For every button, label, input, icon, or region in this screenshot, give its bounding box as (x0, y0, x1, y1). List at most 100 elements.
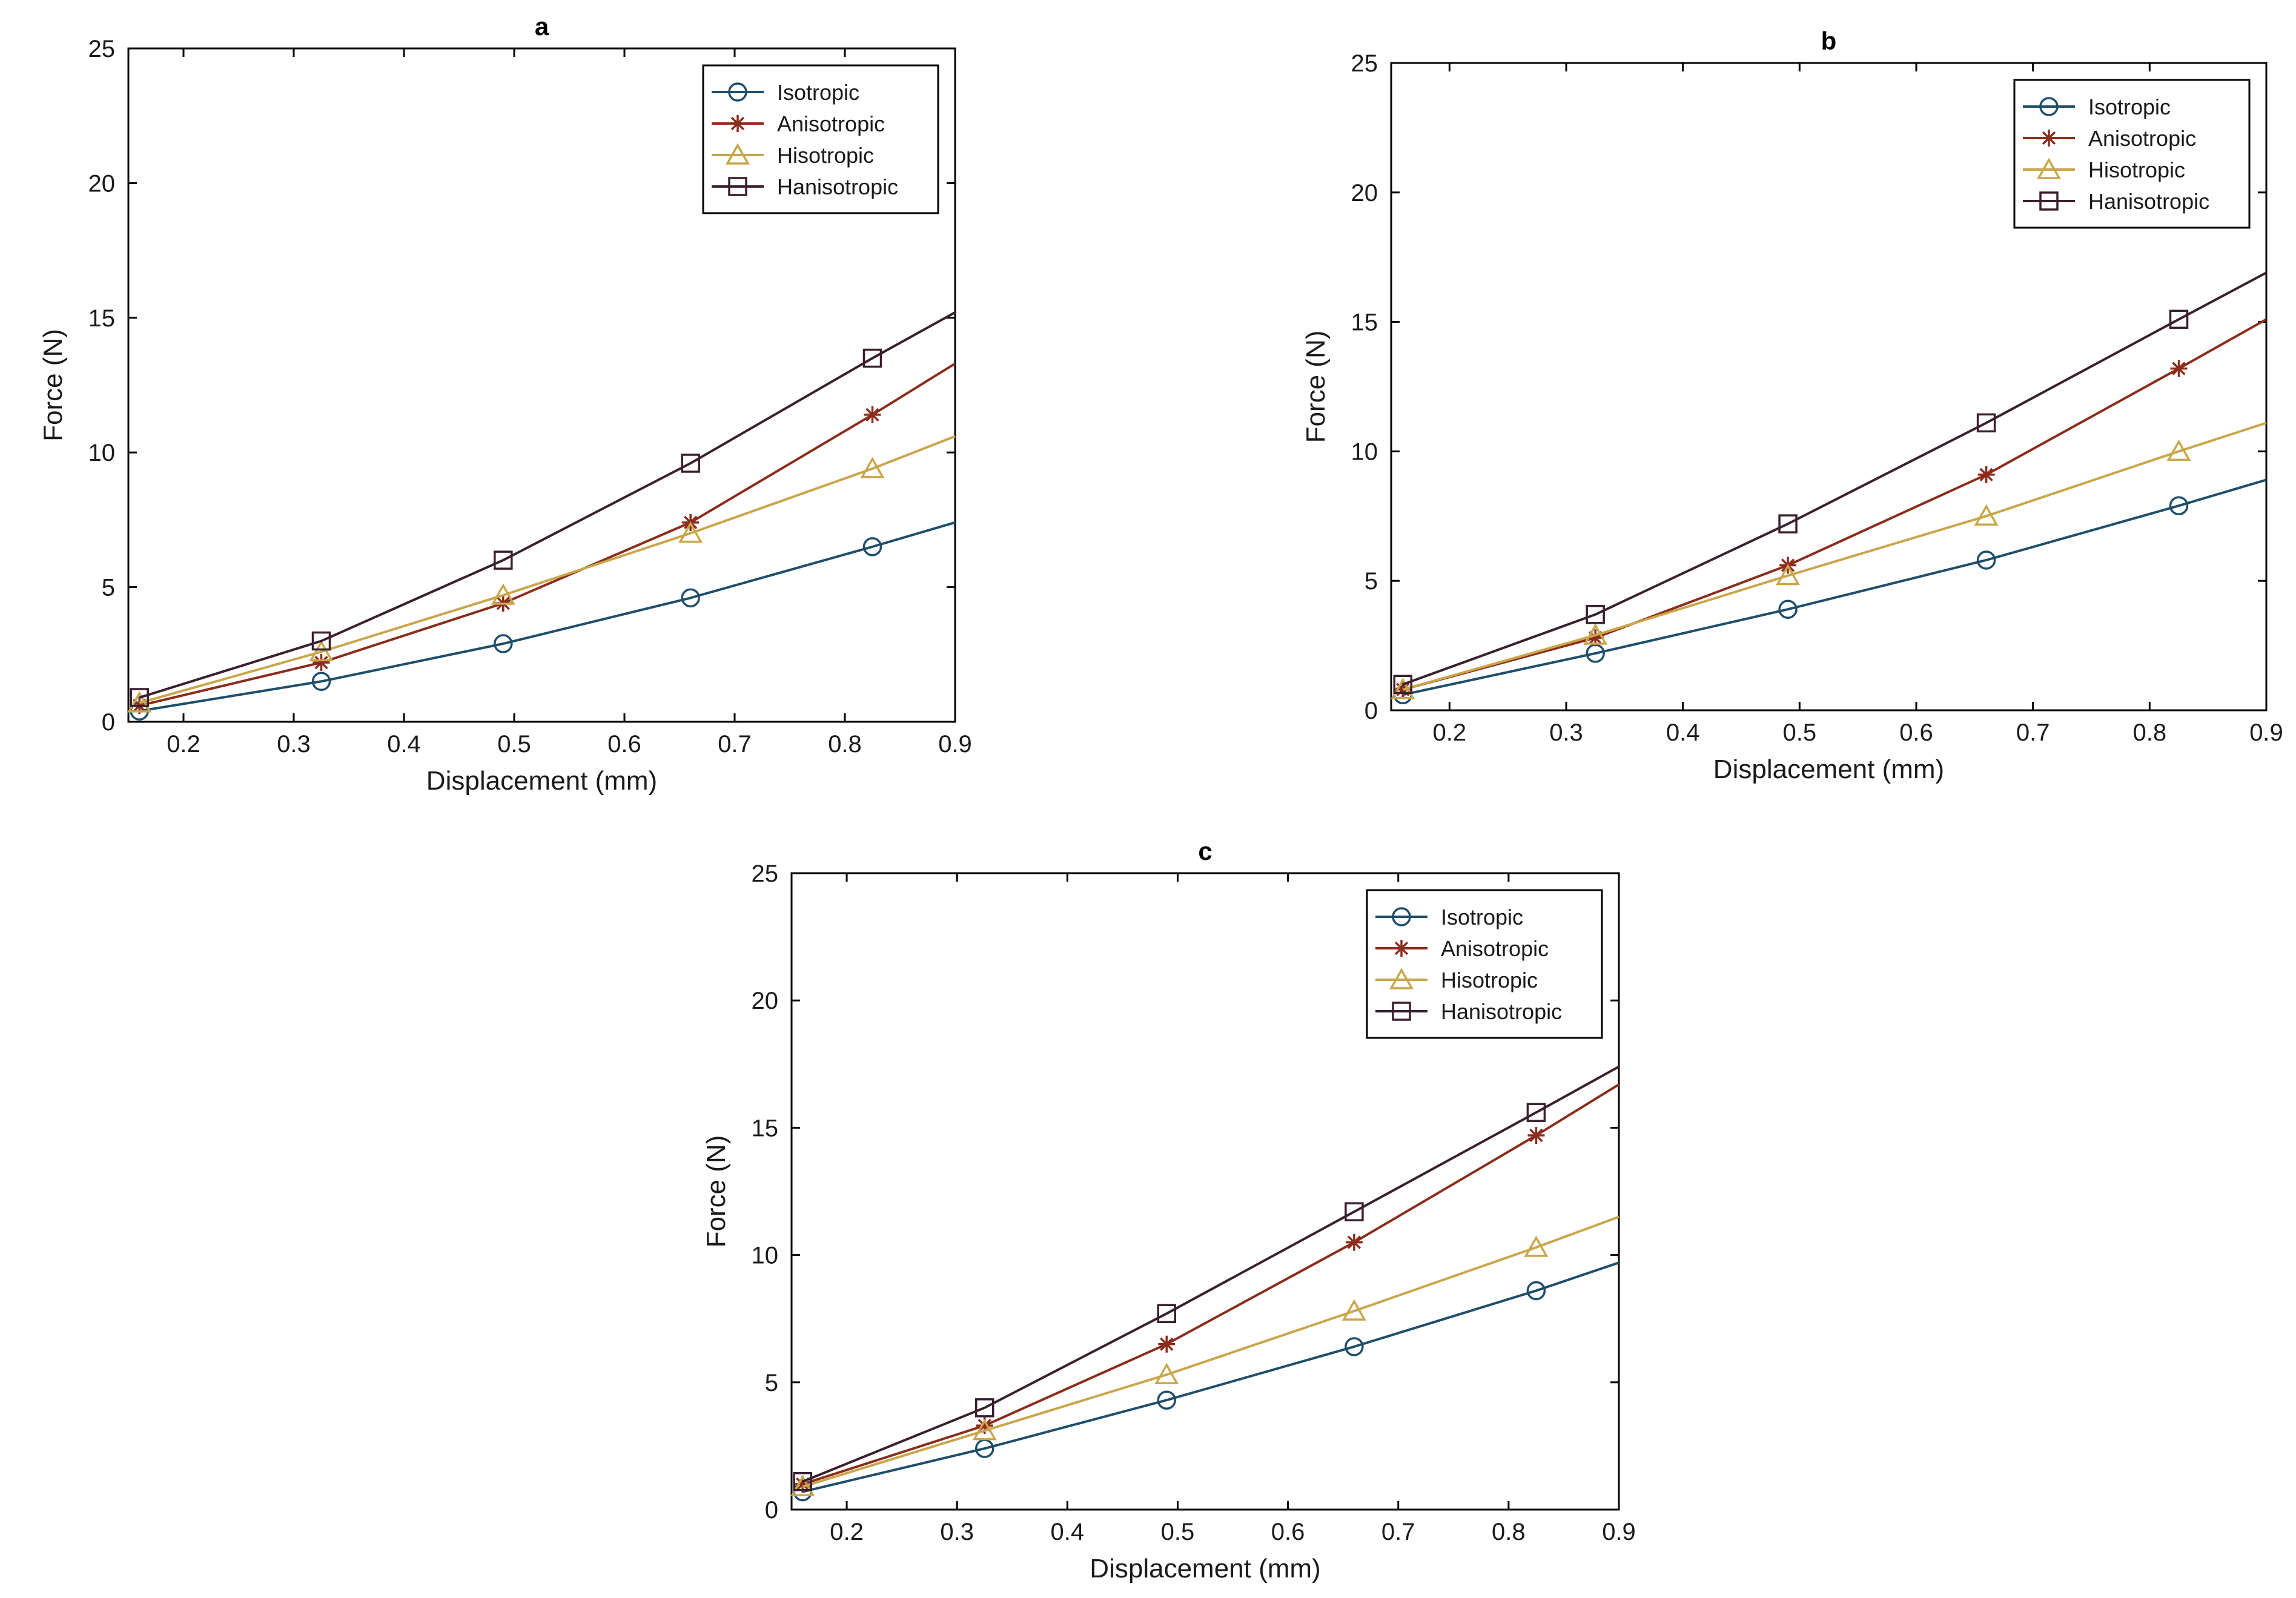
x-tick-label: 0.7 (1381, 1519, 1415, 1545)
legend: Isotropic Anisotropic Hisotropic Hanisotrop… (1366, 889, 1603, 1039)
data-point-anisotropic (1587, 629, 1604, 647)
y-tick-label: 15 (752, 1115, 779, 1141)
data-point-hanisotropic (681, 454, 700, 473)
legend-label: Isotropic (2088, 94, 2171, 119)
chart-title: a (535, 12, 549, 41)
y-tick-label: 15 (88, 305, 116, 332)
x-tick-label: 0.4 (1051, 1519, 1085, 1545)
legend-label: Anisotropic (1441, 936, 1549, 961)
data-point-hanisotropic (2169, 309, 2189, 329)
data-point-hanisotropic (1157, 1304, 1177, 1324)
x-tick-label: 0.4 (1666, 719, 1700, 746)
series-line-hanisotropic (802, 1065, 1619, 1483)
data-point-hisotropic (491, 583, 515, 605)
data-point-anisotropic (313, 654, 330, 672)
legend-label: Hisotropic (777, 143, 874, 168)
y-tick-label: 0 (102, 709, 115, 736)
y-tick-label: 5 (765, 1370, 778, 1396)
data-point-isotropic (1345, 1337, 1364, 1356)
data-point-hanisotropic (494, 550, 513, 570)
legend-label: Hanisotropic (777, 174, 898, 199)
data-point-isotropic (1157, 1390, 1177, 1410)
legend-label: Isotropic (777, 80, 859, 105)
data-point-hanisotropic (1393, 675, 1413, 694)
legend-asterisk-icon (1393, 940, 1410, 957)
chart-panel-b: b 0.2 0.3 0.4 0.5 0.6 0.7 0.8 0.9 0 5 10 15 20 25 Displ… (1301, 27, 2283, 784)
x-tick-label: 0.7 (2016, 719, 2050, 746)
legend-triangle-icon (2036, 157, 2062, 179)
x-tick-label: 0.5 (1161, 1519, 1195, 1545)
y-tick-label: 5 (102, 575, 115, 601)
chart-title: b (1821, 27, 1837, 55)
x-tick-label: 0.9 (938, 731, 972, 758)
y-tick-label: 15 (1351, 309, 1378, 336)
y-tick-label: 20 (88, 170, 116, 197)
legend-label: Hisotropic (2088, 157, 2185, 182)
x-tick-label: 0.2 (830, 1519, 864, 1545)
legend-square-icon (2039, 191, 2059, 211)
series-line-anisotropic (1402, 318, 2267, 691)
series-line-anisotropic (802, 1083, 1620, 1485)
data-point-hisotropic (127, 691, 152, 713)
series-line-isotropic (139, 521, 956, 713)
y-axis-label: Force (N) (1301, 331, 1331, 443)
data-point-hisotropic (1342, 1299, 1366, 1321)
data-point-anisotropic (976, 1417, 993, 1435)
legend-box (2013, 79, 2251, 229)
data-point-hisotropic (1974, 504, 1999, 526)
series-line-hisotropic (139, 435, 956, 704)
data-point-anisotropic (1527, 1127, 1545, 1144)
legend-box (1366, 889, 1603, 1039)
x-tick-label: 0.7 (718, 731, 752, 758)
series-line-hanisotropic (1402, 271, 2267, 686)
x-axis-label: Displacement (mm) (1090, 1554, 1320, 1583)
series-line-hisotropic (1402, 421, 2267, 691)
y-tick-label: 0 (765, 1497, 778, 1524)
legend-label: Hisotropic (1441, 968, 1538, 992)
series-line-hanisotropic (139, 311, 956, 699)
data-point-isotropic (1976, 550, 1996, 570)
y-axis-label: Force (N) (701, 1135, 731, 1248)
data-point-hanisotropic (1778, 514, 1798, 533)
series-line-isotropic (1402, 478, 2267, 696)
legend-label: Hanisotropic (1441, 999, 1562, 1024)
legend-square-icon (1392, 1002, 1411, 1021)
data-point-anisotropic (2170, 360, 2188, 377)
data-point-hanisotropic (1345, 1202, 1364, 1221)
y-tick-label: 20 (1351, 180, 1378, 206)
x-tick-label: 0.4 (387, 731, 421, 758)
data-point-hanisotropic (130, 688, 149, 707)
y-tick-label: 25 (88, 36, 116, 62)
legend-label: Hanisotropic (2088, 189, 2209, 214)
legend-circle-icon (728, 82, 747, 102)
data-point-hisotropic (1391, 678, 1415, 699)
y-axis-label: Force (N) (38, 329, 68, 441)
series-line-anisotropic (139, 362, 956, 707)
legend-square-icon (728, 177, 747, 196)
data-point-anisotropic (864, 406, 881, 423)
x-tick-label: 0.6 (607, 731, 641, 758)
x-tick-label: 0.3 (1549, 719, 1583, 746)
legend-label: Anisotropic (2088, 126, 2196, 151)
legend-circle-icon (2039, 97, 2059, 116)
data-point-hisotropic (309, 639, 334, 662)
data-point-hanisotropic (1586, 605, 1605, 624)
data-point-isotropic (311, 672, 331, 692)
y-tick-label: 10 (88, 440, 116, 466)
data-point-hisotropic (1776, 564, 1801, 586)
x-tick-label: 0.9 (2249, 719, 2283, 746)
data-point-hanisotropic (311, 631, 331, 651)
legend-triangle-icon (1389, 968, 1414, 989)
y-tick-label: 25 (752, 860, 779, 887)
data-point-isotropic (2169, 496, 2189, 515)
x-tick-label: 0.2 (1433, 719, 1467, 746)
y-tick-label: 0 (1365, 698, 1378, 724)
y-tick-label: 20 (752, 988, 779, 1014)
x-tick-label: 0.5 (1783, 719, 1817, 746)
chart-panel-a: a 0.2 0.3 0.4 0.5 0.6 0.7 0.8 0.9 0 5 10 15 20 25 Displ… (38, 12, 972, 796)
x-tick-label: 0.8 (828, 731, 862, 758)
y-tick-label: 10 (752, 1243, 779, 1269)
series-line-isotropic (802, 1261, 1619, 1493)
legend-circle-icon (1392, 907, 1411, 926)
